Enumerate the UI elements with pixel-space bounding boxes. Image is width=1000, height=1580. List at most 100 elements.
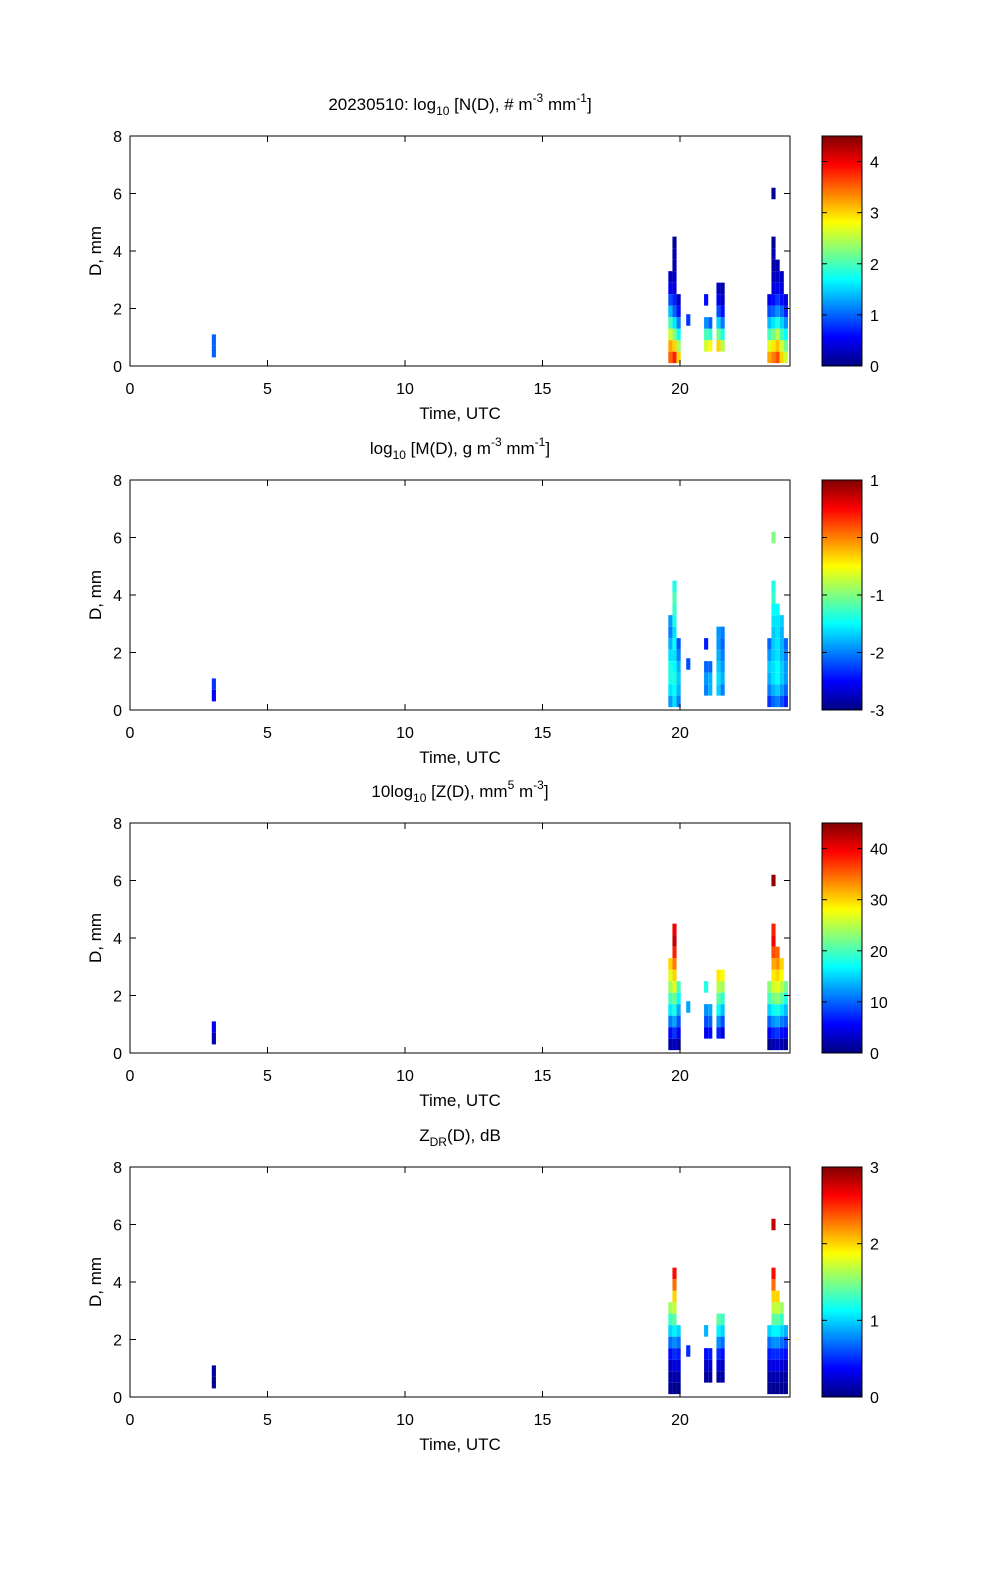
data-cell bbox=[783, 638, 788, 650]
data-cell bbox=[775, 328, 780, 341]
data-cell bbox=[716, 1015, 721, 1028]
data-cell bbox=[672, 317, 677, 329]
data-cell bbox=[720, 969, 725, 982]
data-cell bbox=[676, 1004, 681, 1016]
data-cell bbox=[720, 317, 725, 329]
x-tick-label: 20 bbox=[671, 381, 689, 398]
data-cell bbox=[771, 935, 776, 947]
data-cell bbox=[668, 684, 673, 696]
x-tick-label: 5 bbox=[263, 725, 272, 742]
data-cell bbox=[720, 981, 725, 993]
colorbar-tick-label: 1 bbox=[870, 473, 879, 490]
data-cell bbox=[720, 992, 725, 1005]
data-cell bbox=[720, 305, 725, 318]
x-tick-label: 20 bbox=[671, 1412, 689, 1429]
data-cell bbox=[771, 661, 776, 673]
data-cell bbox=[767, 649, 772, 662]
x-tick-label: 10 bbox=[396, 1068, 414, 1085]
data-cell bbox=[672, 615, 677, 627]
data-cell bbox=[767, 1348, 772, 1360]
data-cell bbox=[771, 1348, 776, 1360]
x-tick-label: 10 bbox=[396, 1412, 414, 1429]
data-cell bbox=[779, 1038, 784, 1051]
data-cell bbox=[779, 351, 784, 364]
data-cell bbox=[775, 259, 780, 272]
data-cell bbox=[672, 1038, 677, 1051]
data-cell bbox=[771, 615, 776, 627]
data-cell bbox=[779, 958, 784, 970]
data-cell bbox=[771, 1004, 776, 1016]
data-cell bbox=[783, 294, 788, 306]
data-cell bbox=[672, 351, 677, 364]
data-cell bbox=[720, 1027, 725, 1039]
x-tick-label: 0 bbox=[126, 381, 135, 398]
colorbar-tick-label: 2 bbox=[870, 1237, 879, 1254]
data-cell bbox=[668, 1313, 673, 1326]
title-part: -3 bbox=[533, 778, 544, 792]
data-cell bbox=[668, 1336, 673, 1349]
data-cell bbox=[775, 603, 780, 616]
data-cell bbox=[676, 1325, 681, 1337]
data-cell bbox=[775, 958, 780, 970]
colorbar-tick-label: 0 bbox=[870, 531, 879, 548]
y-tick-label: 2 bbox=[113, 1333, 122, 1350]
data-cell bbox=[771, 294, 776, 306]
data-cell bbox=[708, 1359, 713, 1372]
data-cell bbox=[775, 1027, 780, 1039]
data-cell bbox=[668, 1004, 673, 1016]
colorbar-tick-label: 3 bbox=[870, 206, 879, 223]
data-cell bbox=[771, 992, 776, 1005]
data-cell bbox=[716, 294, 721, 306]
data-cell bbox=[771, 958, 776, 970]
data-cell bbox=[668, 1038, 673, 1051]
data-cell bbox=[676, 1348, 681, 1360]
data-cell bbox=[720, 1004, 725, 1016]
data-cell bbox=[211, 1021, 216, 1033]
colorbar-tick-label: 0 bbox=[870, 1046, 879, 1063]
colorbar-tick-label: 1 bbox=[870, 1313, 879, 1330]
data-cell bbox=[767, 684, 772, 696]
data-cell bbox=[716, 1004, 721, 1016]
data-cell bbox=[779, 684, 784, 696]
title-part: -1 bbox=[576, 91, 587, 105]
data-cell bbox=[775, 317, 780, 329]
x-tick-label: 20 bbox=[671, 1068, 689, 1085]
data-cell bbox=[779, 649, 784, 662]
data-cell bbox=[775, 294, 780, 306]
title-part: mm bbox=[543, 95, 576, 114]
y-tick-label: 4 bbox=[113, 588, 122, 605]
data-cell bbox=[716, 1313, 721, 1326]
data-cell bbox=[783, 1015, 788, 1028]
data-cell bbox=[775, 1325, 780, 1337]
colorbar-tick-label: 1 bbox=[870, 308, 879, 325]
data-cell bbox=[775, 992, 780, 1005]
y-tick-label: 6 bbox=[113, 1218, 122, 1235]
data-cell bbox=[708, 1004, 713, 1016]
title-part: 20230510: log bbox=[328, 95, 436, 114]
data-cell bbox=[771, 672, 776, 685]
data-cell bbox=[668, 661, 673, 673]
data-cell bbox=[716, 649, 721, 662]
data-cell bbox=[720, 684, 725, 696]
data-cell bbox=[676, 981, 681, 993]
data-cell bbox=[775, 695, 780, 708]
data-cell bbox=[771, 317, 776, 329]
data-cell bbox=[771, 580, 776, 593]
data-cell bbox=[779, 661, 784, 673]
data-cell bbox=[668, 1382, 673, 1395]
data-cell bbox=[672, 1302, 677, 1314]
data-cell bbox=[767, 672, 772, 685]
data-cell bbox=[720, 1015, 725, 1028]
data-cell bbox=[779, 626, 784, 639]
data-cell bbox=[686, 658, 691, 670]
data-cell bbox=[771, 1279, 776, 1291]
data-cell bbox=[767, 1382, 772, 1395]
data-cell bbox=[672, 958, 677, 970]
chart-title: 20230510: log10 [N(D), # m-3 mm-1] bbox=[328, 91, 591, 118]
data-cell bbox=[704, 1348, 709, 1360]
data-cell bbox=[686, 314, 691, 326]
data-cell bbox=[211, 689, 216, 702]
x-axis-label: Time, UTC bbox=[419, 404, 501, 423]
data-cell bbox=[771, 531, 776, 544]
